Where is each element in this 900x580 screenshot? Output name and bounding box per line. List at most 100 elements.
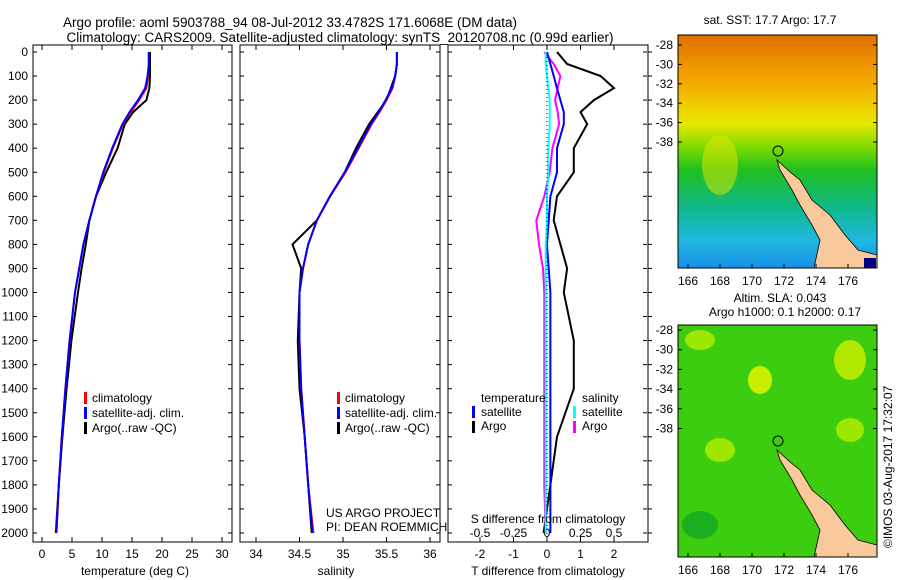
pressure-tick-label: 900 — [8, 261, 28, 275]
sla-map-title-1: Altim. SLA: 0.043 — [734, 291, 827, 305]
longitude-tick-label: 166 — [678, 563, 698, 577]
salinity-argo-line — [291, 52, 398, 534]
pressure-tick-label: 1900 — [1, 502, 28, 516]
temperature-tick-label: 30 — [215, 547, 229, 561]
latitude-tick-label: -28 — [656, 323, 674, 337]
difference-legend: temperature salinity satellite Argo sate… — [472, 391, 623, 433]
latitude-tick-label: -38 — [656, 135, 674, 149]
pressure-tick-label: 300 — [8, 117, 28, 131]
temperature-argo-line — [54, 52, 151, 534]
s-diff-tick-label: -0.5 — [470, 526, 491, 540]
pressure-axis: 0 100 200 300 400 500 600 700 800 900 1000 1100 1200… — [1, 45, 652, 540]
salinity-satellite-line — [298, 52, 398, 534]
temperature-tick-label: 15 — [125, 547, 139, 561]
pressure-tick-label: 200 — [8, 93, 28, 107]
s-diff-xlabel: S difference from climatology — [471, 512, 626, 526]
pressure-tick-label: 1700 — [1, 454, 28, 468]
latitude-tick-label: -34 — [656, 96, 674, 110]
legend-climatology: climatology — [345, 391, 405, 405]
difference-panel-frame — [447, 44, 649, 543]
latitude-tick-label: -36 — [656, 116, 674, 130]
legend-satellite: satellite-adj. clim. — [345, 406, 437, 420]
longitude-tick-label: 170 — [742, 563, 762, 577]
pressure-tick-label: 0 — [21, 45, 28, 59]
t-diff-argo-line — [542, 51, 616, 534]
latitude-tick-label: -30 — [656, 343, 674, 357]
s-diff-satellite-line — [544, 52, 551, 533]
s-diff-tick-label: -0.25 — [500, 526, 528, 540]
pressure-tick-label: 600 — [8, 189, 28, 203]
title-line-1: Argo profile: aoml 5903788_94 08-Jul-201… — [63, 15, 517, 30]
latitude-tick-label: -32 — [656, 77, 674, 91]
legend-salinity-heading: salinity — [582, 391, 619, 405]
legend-argo: Argo(..raw -QC) — [345, 421, 430, 435]
longitude-tick-label: 176 — [838, 274, 858, 288]
pi-label: PI: DEAN ROEMMICH — [326, 520, 447, 534]
sst-map: sat. SST: 17.7 Argo: 17.7 -28 -30 -32 -34 -3… — [656, 13, 878, 288]
pressure-tick-label: 1600 — [1, 430, 28, 444]
latitude-tick-label: -36 — [656, 402, 674, 416]
pressure-tick-label: 1300 — [1, 358, 28, 372]
t-diff-tick-label: 0 — [544, 547, 551, 561]
t-diff-tick-label: 2 — [611, 547, 618, 561]
legend-t-satellite: satellite — [481, 405, 522, 419]
salinity-legend: climatology satellite-adj. clim. Argo(..… — [326, 391, 447, 534]
legend-t-argo: Argo — [481, 419, 507, 433]
argo-location-marker — [772, 435, 784, 447]
temperature-satellite-line — [55, 52, 150, 534]
t-diff-xlabel: T difference from climatology — [471, 564, 625, 578]
t-diff-satellite-line — [545, 51, 565, 533]
longitude-tick-label: 174 — [806, 274, 826, 288]
pressure-tick-label: 400 — [8, 141, 28, 155]
salinity-tick-label: 35.5 — [375, 547, 399, 561]
longitude-tick-label: 172 — [774, 563, 794, 577]
salinity-tick-label: 34 — [249, 547, 263, 561]
legend-swatch-climatology — [84, 392, 87, 404]
salinity-tick-label: 35 — [336, 547, 350, 561]
latitude-tick-label: -32 — [656, 362, 674, 376]
sla-map-title-2: Argo h1000: 0.1 h2000: 0.17 — [709, 305, 861, 319]
legend-temperature-heading: temperature — [481, 391, 546, 405]
salinity-tick-label: 36 — [423, 547, 437, 561]
t-diff-tick-label: -2 — [475, 547, 486, 561]
title-line-2: Climatology: CARS2009. Satellite-adjuste… — [66, 30, 613, 45]
temperature-tick-label: 5 — [69, 547, 76, 561]
s-diff-tick-label: 0.5 — [606, 526, 623, 540]
pressure-tick-label: 1100 — [2, 310, 28, 324]
salinity-panel-frame — [239, 44, 441, 543]
temperature-tick-label: 0 — [39, 547, 46, 561]
pressure-tick-label: 700 — [8, 213, 28, 227]
pressure-tick-label: 1500 — [1, 406, 28, 420]
salinity-xlabel: salinity — [318, 564, 355, 578]
temperature-panel-frame — [32, 44, 233, 543]
pressure-tick-label: 1800 — [1, 478, 28, 492]
pressure-tick-label: 1400 — [1, 382, 28, 396]
pressure-tick-label: 500 — [8, 165, 28, 179]
legend-satellite: satellite-adj. clim. — [92, 406, 184, 420]
latitude-tick-label: -38 — [656, 422, 674, 436]
temperature-tick-label: 20 — [155, 547, 169, 561]
legend-swatch-argo — [84, 422, 87, 434]
longitude-tick-label: 176 — [838, 563, 858, 577]
t-diff-tick-label: 1 — [577, 547, 584, 561]
longitude-tick-label: 170 — [742, 274, 762, 288]
legend-climatology: climatology — [92, 391, 152, 405]
legend-s-satellite: satellite — [582, 405, 623, 419]
latitude-tick-label: -28 — [656, 38, 674, 52]
t-diff-tick-label: -1 — [508, 547, 519, 561]
argo-location-marker — [772, 145, 784, 157]
s-diff-argo-line — [535, 51, 562, 534]
credit-label: ©IMOS 03-Aug-2017 17:32:07 — [881, 385, 895, 548]
longitude-tick-label: 174 — [806, 563, 826, 577]
legend-argo: Argo(..raw -QC) — [92, 421, 177, 435]
temperature-xlabel: temperature (deg C) — [81, 564, 189, 578]
temperature-climatology-line — [55, 52, 150, 534]
temperature-tick-label: 10 — [95, 547, 109, 561]
longitude-tick-label: 168 — [710, 274, 730, 288]
s-diff-tick-label: 0.25 — [569, 526, 593, 540]
salinity-climatology-line — [298, 52, 398, 534]
salinity-tick-label: 34.5 — [288, 547, 312, 561]
temperature-tick-label: 25 — [185, 547, 199, 561]
